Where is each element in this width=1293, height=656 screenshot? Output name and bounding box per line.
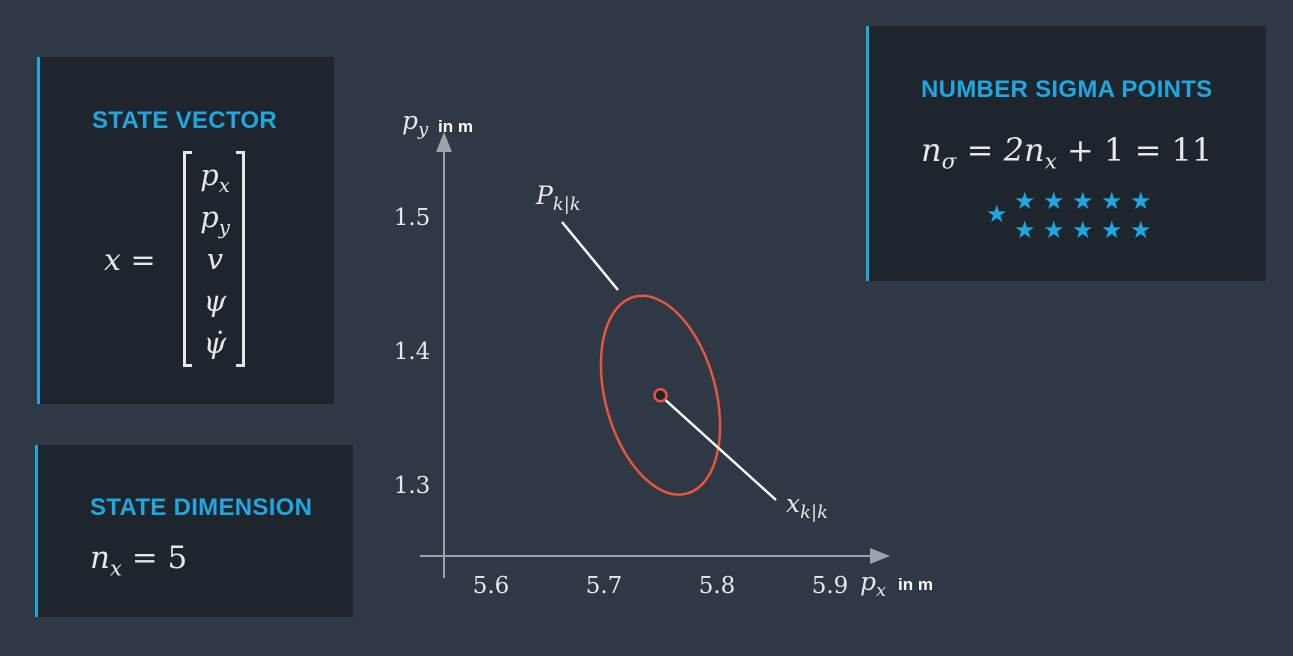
y-axis-arrow-icon	[436, 132, 452, 152]
sigma-point-star-icon: ★	[1043, 216, 1065, 244]
sigma-point-star-icon: ★	[1014, 187, 1036, 215]
y-tick-label: 1.5	[394, 205, 431, 231]
sigma-point-star-icon: ★	[1101, 187, 1123, 215]
mean-callout-line	[663, 398, 777, 501]
state-vector-title: STATE VECTOR	[92, 107, 277, 134]
left-bracket	[183, 151, 192, 367]
component-px: px	[200, 158, 230, 197]
x-tick-label: 5.7	[586, 573, 623, 599]
state-dimension-title: STATE DIMENSION	[90, 494, 313, 521]
x-tick-label: 5.9	[812, 573, 849, 599]
x-tick-label: 5.6	[473, 573, 510, 599]
sigma-point-star-icon: ★	[1130, 187, 1152, 215]
chart-axes	[420, 132, 890, 578]
x-axis-name: px	[860, 567, 886, 601]
sigma-point-star-icon: ★	[1043, 187, 1065, 215]
state-vector-panel: STATE VECTOR x = px py v ψ ψ̇	[37, 57, 334, 404]
sigma-point-star-icon: ★	[1072, 216, 1094, 244]
sigma-points-panel: NUMBER SIGMA POINTS nσ = 2nx + 1 = 11 ★ ★…	[866, 26, 1266, 281]
right-bracket	[236, 151, 245, 367]
x-axis-arrow-icon	[870, 548, 890, 564]
y-axis-name: py	[402, 106, 429, 140]
sigma-point-star-icon: ★	[1072, 187, 1094, 215]
chart-marks	[561, 221, 777, 501]
component-py: py	[200, 200, 230, 239]
state-dimension-panel: STATE DIMENSION nx = 5	[35, 445, 353, 617]
state-dimension-equation: nx = 5	[90, 540, 188, 581]
sigma-points-title: NUMBER SIGMA POINTS	[921, 76, 1213, 103]
covariance-label: Pk|k	[535, 181, 581, 215]
mean-point	[653, 387, 668, 403]
component-v: v	[206, 242, 224, 276]
covariance-ellipse	[599, 294, 722, 496]
x-tick-label: 5.8	[699, 573, 736, 599]
sigma-point-star-icon: ★	[1101, 216, 1123, 244]
uncertainty-chart: 5.6 5.7 5.8 5.9 1.3 1.4 1.5 py in m px in m Pk…	[394, 106, 933, 601]
mean-label: xk|k	[786, 489, 828, 523]
covariance-callout-line	[561, 221, 619, 291]
sigma-point-star-icon: ★	[1130, 216, 1152, 244]
y-tick-label: 1.3	[394, 473, 431, 499]
sigma-point-star-icon: ★	[986, 200, 1008, 228]
x-axis-unit: in m	[898, 575, 933, 594]
sigma-point-star-icon: ★	[1014, 216, 1036, 244]
state-vector-lhs: x =	[104, 243, 156, 278]
sigma-points-equation: nσ = 2nx + 1 = 11	[921, 131, 1213, 175]
state-vector-components: px py v ψ ψ̇	[195, 154, 235, 364]
component-psi-dot: ψ̇	[203, 326, 227, 360]
chart-ticks: 5.6 5.7 5.8 5.9 1.3 1.4 1.5	[394, 205, 849, 599]
component-psi: ψ	[203, 284, 227, 318]
y-tick-label: 1.4	[394, 339, 431, 365]
y-axis-unit: in m	[438, 117, 473, 136]
